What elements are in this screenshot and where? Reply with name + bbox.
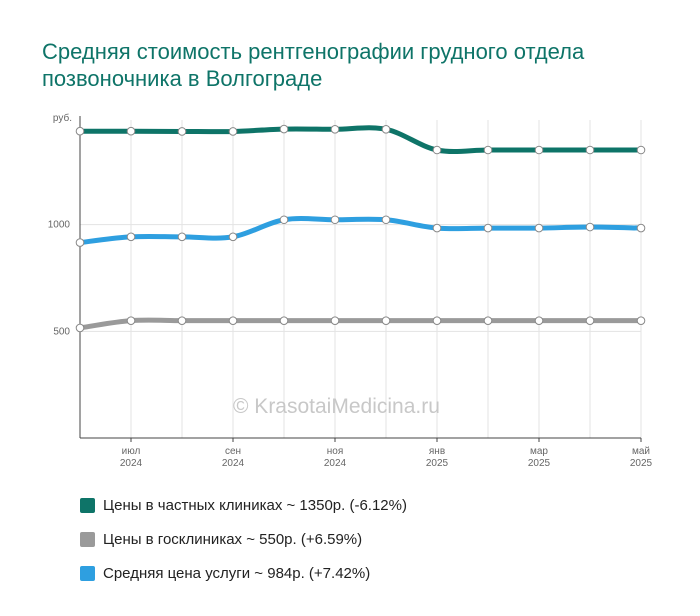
data-point-0-7: [432, 145, 442, 155]
legend-item-average[interactable]: Средняя цена услуги ~ 984р. (+7.42%): [80, 556, 407, 590]
y-tick-label: 1000: [48, 220, 71, 231]
data-point-0-3: [228, 127, 238, 136]
data-point-0-5: [330, 125, 340, 134]
data-point-2-1: [126, 316, 136, 325]
data-point-1-6: [381, 215, 391, 225]
data-point-0-10: [585, 145, 595, 155]
data-point-0-8: [483, 145, 493, 155]
data-point-1-5: [330, 215, 340, 225]
chart-title: Средняя стоимость рентгенографии грудног…: [42, 39, 585, 91]
legend-swatch-average: [80, 565, 95, 581]
data-point-2-8: [483, 316, 493, 325]
data-point-2-5: [330, 316, 340, 325]
x-tick-label-year: 2025: [426, 458, 449, 469]
series-line-2: [77, 317, 644, 331]
data-point-1-0: [75, 238, 85, 247]
data-point-1-11: [636, 223, 646, 233]
legend-label-private: Цены в частных клиниках ~ 1350р. (-6.12%…: [103, 496, 407, 514]
data-point-0-9: [534, 145, 544, 155]
series-line-1: [77, 216, 644, 246]
data-point-2-7: [432, 316, 442, 325]
series-line-0: [77, 125, 644, 155]
x-tick-label-month: июл: [122, 446, 141, 457]
x-tick-label-year: 2025: [630, 458, 653, 469]
legend-label-average: Средняя цена услуги ~ 984р. (+7.42%): [103, 564, 371, 582]
data-point-1-10: [585, 222, 595, 232]
watermark: © KrasotaiMedicina.ru: [233, 395, 440, 418]
y-axis-unit-label: руб.: [53, 112, 72, 124]
x-tick-label-month: мар: [530, 446, 548, 457]
chart-legend: Цены в частных клиниках ~ 1350р. (-6.12%…: [80, 488, 407, 590]
data-point-2-11: [636, 316, 646, 325]
legend-swatch-private: [80, 497, 95, 513]
data-point-2-9: [534, 316, 544, 325]
legend-item-public[interactable]: Цены в госклиниках ~ 550р. (+6.59%): [80, 522, 407, 556]
data-point-1-1: [126, 232, 136, 242]
data-point-1-8: [483, 223, 493, 233]
data-point-1-7: [432, 223, 442, 233]
data-point-1-4: [279, 215, 289, 225]
data-point-2-10: [585, 316, 595, 325]
x-tick-label-month: янв: [429, 446, 445, 457]
data-point-2-4: [279, 316, 289, 325]
x-tick-label-month: сен: [225, 446, 241, 457]
x-tick-label-year: 2024: [324, 458, 347, 469]
x-tick-label-month: ноя: [327, 446, 344, 457]
x-tick-label-year: 2024: [120, 458, 143, 469]
x-tick-label-year: 2025: [528, 458, 551, 469]
data-point-1-2: [177, 232, 187, 242]
legend-swatch-public: [80, 531, 95, 547]
legend-item-private[interactable]: Цены в частных клиниках ~ 1350р. (-6.12%…: [80, 488, 407, 522]
data-point-0-6: [381, 125, 391, 134]
data-point-2-6: [381, 316, 391, 325]
data-point-2-2: [177, 316, 187, 325]
data-point-0-2: [177, 127, 187, 136]
data-point-0-1: [126, 126, 136, 136]
data-point-0-4: [279, 124, 289, 134]
data-point-0-0: [75, 126, 85, 136]
data-point-1-9: [534, 223, 544, 233]
line-chart: 5001000руб.июл2024сен2024ноя2024янв2025м…: [48, 112, 653, 469]
y-tick-label: 500: [53, 326, 70, 337]
x-tick-label-year: 2024: [222, 458, 245, 469]
data-point-2-3: [228, 316, 238, 325]
legend-label-public: Цены в госклиниках ~ 550р. (+6.59%): [103, 530, 363, 548]
x-tick-label-month: май: [632, 446, 650, 457]
data-point-2-0: [75, 323, 85, 333]
data-point-1-3: [228, 232, 238, 242]
data-point-0-11: [636, 145, 646, 155]
